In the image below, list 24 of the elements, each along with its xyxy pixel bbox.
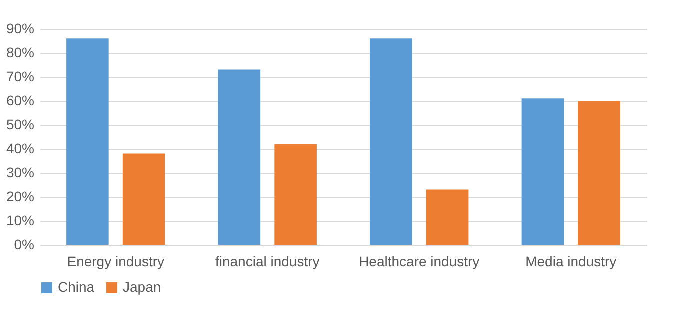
x-tick-label: Healthcare industry: [359, 254, 480, 270]
bar: [426, 190, 469, 245]
bar: [522, 98, 564, 245]
y-tick-label: 0%: [14, 236, 34, 252]
legend-label: Japan: [123, 279, 162, 295]
y-tick-label: 90%: [6, 20, 34, 36]
y-tick-label: 30%: [6, 164, 34, 180]
x-tick-label: Media industry: [526, 254, 617, 270]
bar: [218, 70, 261, 245]
y-tick-label: 50%: [6, 116, 34, 132]
y-tick-label: 40%: [6, 140, 34, 156]
y-tick-label: 70%: [6, 68, 34, 84]
x-tick-label: Energy industry: [67, 254, 165, 270]
legend-label: China: [58, 279, 95, 295]
y-tick-label: 60%: [6, 92, 34, 108]
bar: [370, 38, 412, 245]
bar: [274, 144, 317, 245]
y-tick-label: 20%: [6, 188, 34, 204]
bar: [122, 154, 166, 245]
y-tick-label: 80%: [6, 44, 34, 60]
x-tick-label: financial industry: [215, 254, 320, 270]
bar: [66, 38, 109, 245]
bar: [578, 101, 620, 245]
y-tick-label: 10%: [6, 212, 34, 228]
